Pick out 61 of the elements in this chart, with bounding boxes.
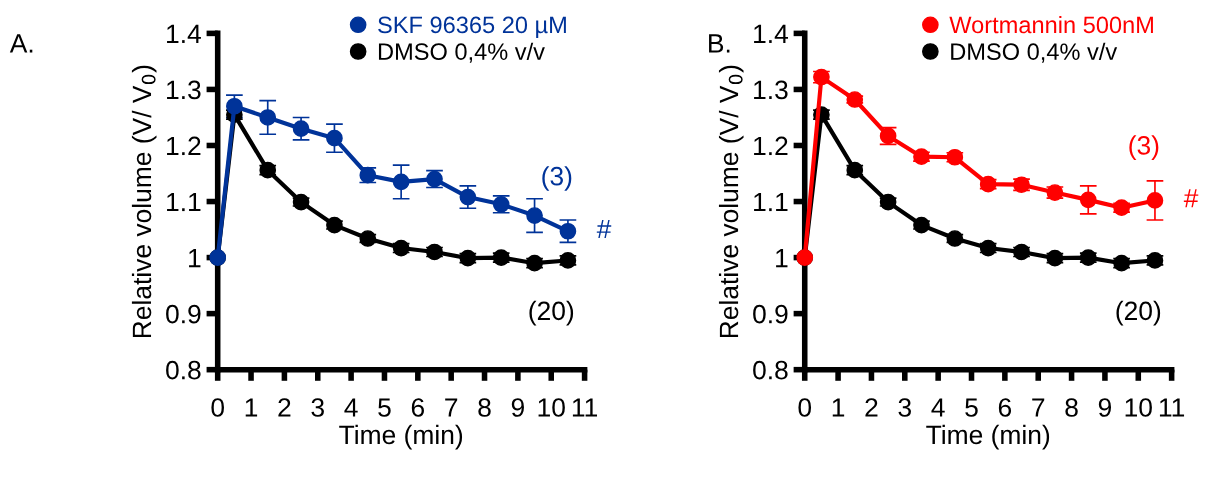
annotation: (20)	[529, 300, 574, 326]
x-tick-label: 5	[378, 398, 391, 417]
y-axis-title: Relative volume (V/ V$_{0}$)	[718, 65, 744, 338]
y-tick-label: 0.9	[166, 304, 201, 324]
x-tick-label: 9	[1098, 398, 1112, 417]
y-tick-label: 0.8	[166, 360, 201, 380]
point	[226, 97, 243, 115]
legend-label: DMSO 0,4% v/v	[378, 42, 545, 63]
text: #	[1183, 189, 1199, 208]
x-tick-label: 11	[572, 398, 598, 417]
y-tick-label: 1.3	[167, 80, 201, 100]
point	[526, 207, 543, 224]
y-tick-label: 1	[189, 248, 201, 268]
y-tick-label: 1.1	[167, 192, 201, 212]
annotation: (20)	[1116, 300, 1161, 326]
annotation: (3)	[542, 166, 572, 191]
point	[392, 173, 410, 191]
x-tick-label: 10	[1125, 398, 1152, 417]
y-axis-title: Relative volume (V/ V$_{0}$)	[131, 65, 157, 338]
point	[259, 109, 277, 126]
x-tick-label: 10	[538, 398, 565, 417]
x-tick-label: 1	[245, 398, 258, 417]
legend-label: SKF 96365 20 µM	[378, 16, 566, 38]
text: B.	[709, 34, 730, 53]
y-tick-label: 1	[776, 248, 788, 268]
y-tick-label: 1.2	[167, 136, 201, 156]
text: #	[596, 220, 612, 239]
text: A.	[9, 34, 33, 53]
y-tick-label: 1.4	[167, 24, 201, 43]
x-axis-title: Time (min)	[926, 424, 1050, 450]
x-tick-label: 3	[311, 398, 324, 417]
x-tick-label: 0	[798, 398, 812, 417]
y-tick-label: 1.3	[754, 80, 788, 100]
x-tick-label: 2	[865, 398, 878, 417]
x-tick-label: 5	[965, 398, 978, 417]
x-tick-label: 1	[832, 398, 845, 417]
x-tick-label: 4	[931, 398, 945, 417]
x-tick-label: 3	[898, 398, 911, 417]
x-tick-label: 2	[278, 398, 291, 417]
point	[1079, 191, 1097, 209]
y-tick-label: 0.9	[753, 304, 788, 324]
x-tick-label: 6	[998, 398, 1012, 417]
y-tick-label: 0.8	[753, 360, 788, 380]
annotation: (3)	[1129, 135, 1159, 160]
y-tick-label: 1.4	[754, 24, 788, 43]
x-tick-label: 6	[411, 398, 424, 417]
legend-label: DMSO 0,4% v/v	[951, 42, 1118, 63]
x-axis-title: Time (min)	[339, 424, 463, 450]
x-tick-label: 7	[1032, 398, 1045, 417]
x-tick-label: 4	[344, 398, 358, 417]
x-tick-label: 7	[445, 398, 458, 417]
point	[326, 129, 343, 147]
legend-label: Wortmannin 500nM	[949, 15, 1153, 34]
x-tick-label: 11	[1159, 398, 1185, 417]
x-tick-label: 9	[511, 398, 524, 417]
x-tick-label: 8	[478, 398, 491, 417]
y-tick-label: 1.1	[754, 192, 788, 212]
point	[1146, 192, 1164, 209]
x-tick-label: 8	[1065, 398, 1078, 417]
y-tick-label: 1.2	[754, 136, 788, 156]
x-tick-label: 0	[211, 398, 224, 417]
